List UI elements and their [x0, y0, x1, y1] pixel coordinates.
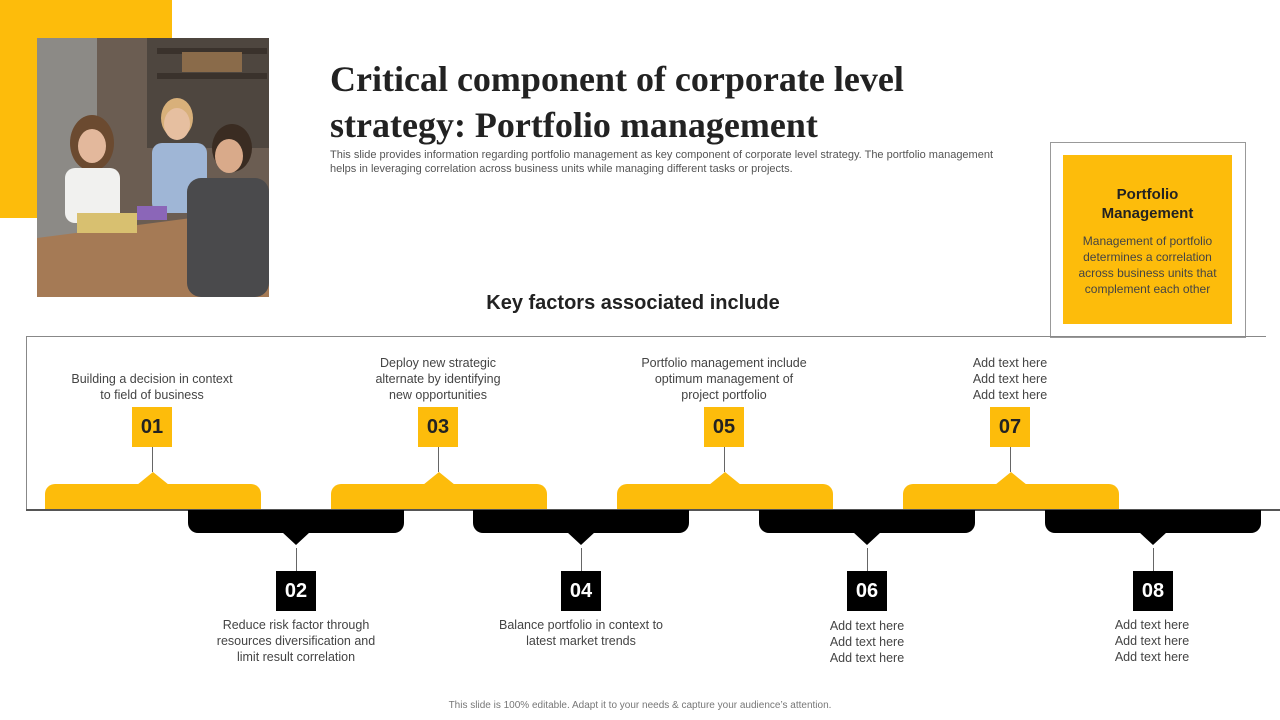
portfolio-box-frame [1050, 142, 1246, 338]
factor-label-line: Add text here [972, 356, 1048, 370]
portfolio-box-title: Portfolio Management [1101, 186, 1194, 222]
timeline-bar-04 [473, 510, 689, 545]
portfolio-box-text: Management of portfolio determines a cor… [1078, 234, 1217, 296]
timeline-bar-08 [1045, 510, 1261, 545]
slide-footer: This slide is 100% editable. Adapt it to… [448, 700, 832, 711]
timeline-frame [26, 336, 1266, 510]
timeline-bar-07 [903, 472, 1119, 509]
timeline-bar-03 [331, 472, 547, 509]
factor-number-07: 07 [990, 407, 1030, 447]
factor-label-line: Reduce risk factor through [222, 618, 370, 632]
factor-label-07: Add text here Add text here Add text her… [915, 355, 1105, 403]
factor-label-line: Add text here [829, 651, 905, 665]
connector-07 [1010, 447, 1011, 472]
factor-label-line: Add text here [972, 372, 1048, 386]
factor-number-01: 01 [132, 407, 172, 447]
factor-label-line: new opportunities [389, 388, 487, 402]
connector-02 [296, 548, 297, 572]
factor-label-line: Balance portfolio in context to [499, 618, 663, 632]
factor-label-03: Deploy new strategic alternate by identi… [343, 355, 533, 403]
connector-01 [152, 447, 153, 472]
connector-06 [867, 548, 868, 572]
connector-03 [438, 447, 439, 472]
factor-label-line: to field of business [100, 388, 204, 402]
factor-label-line: Deploy new strategic [379, 356, 497, 370]
factor-label-line: limit result correlation [236, 650, 356, 664]
timeline-bar-05 [617, 472, 833, 509]
factor-label-line: project portfolio [681, 388, 767, 402]
factor-label-line: alternate by identifying [375, 372, 501, 386]
factor-label-02: Reduce risk factor through resources div… [201, 617, 391, 665]
factor-label-line: resources diversification and [216, 634, 376, 648]
timeline-bar-06 [759, 510, 975, 545]
factor-label-line: Portfolio management include [641, 356, 807, 370]
portfolio-management-box: Portfolio Management Management of portf… [1063, 155, 1232, 324]
factor-label-line: Add text here [1114, 618, 1190, 632]
connector-08 [1153, 548, 1154, 572]
factor-label-04: Balance portfolio in context to latest m… [486, 617, 676, 649]
team-meeting-photo [37, 38, 269, 297]
factor-label-line: Add text here [829, 635, 905, 649]
factor-label-line: optimum management of [654, 372, 794, 386]
factor-number-06: 06 [847, 571, 887, 611]
factor-label-05: Portfolio management include optimum man… [629, 355, 819, 403]
slide-title: Critical component of corporate level st… [330, 59, 904, 145]
factor-label-01: Building a decision in context to field … [57, 371, 247, 403]
factor-label-line: Add text here [972, 388, 1048, 402]
factor-label-line: latest market trends [526, 634, 636, 648]
connector-04 [581, 548, 582, 572]
slide-subtitle: This slide provides information regardin… [330, 149, 994, 175]
factor-number-05: 05 [704, 407, 744, 447]
factor-number-04: 04 [561, 571, 601, 611]
factor-number-02: 02 [276, 571, 316, 611]
factor-label-06: Add text here Add text here Add text her… [772, 618, 962, 666]
section-heading: Key factors associated include [486, 292, 780, 314]
timeline-bar-02 [188, 510, 404, 545]
factor-label-line: Add text here [829, 619, 905, 633]
factor-label-line: Add text here [1114, 634, 1190, 648]
timeline-bar-01 [45, 472, 261, 509]
factor-number-08: 08 [1133, 571, 1173, 611]
factor-label-line: Add text here [1114, 650, 1190, 664]
connector-05 [724, 447, 725, 472]
factor-label-line: Building a decision in context [71, 372, 233, 386]
factor-label-08: Add text here Add text here Add text her… [1057, 617, 1247, 665]
factor-number-03: 03 [418, 407, 458, 447]
